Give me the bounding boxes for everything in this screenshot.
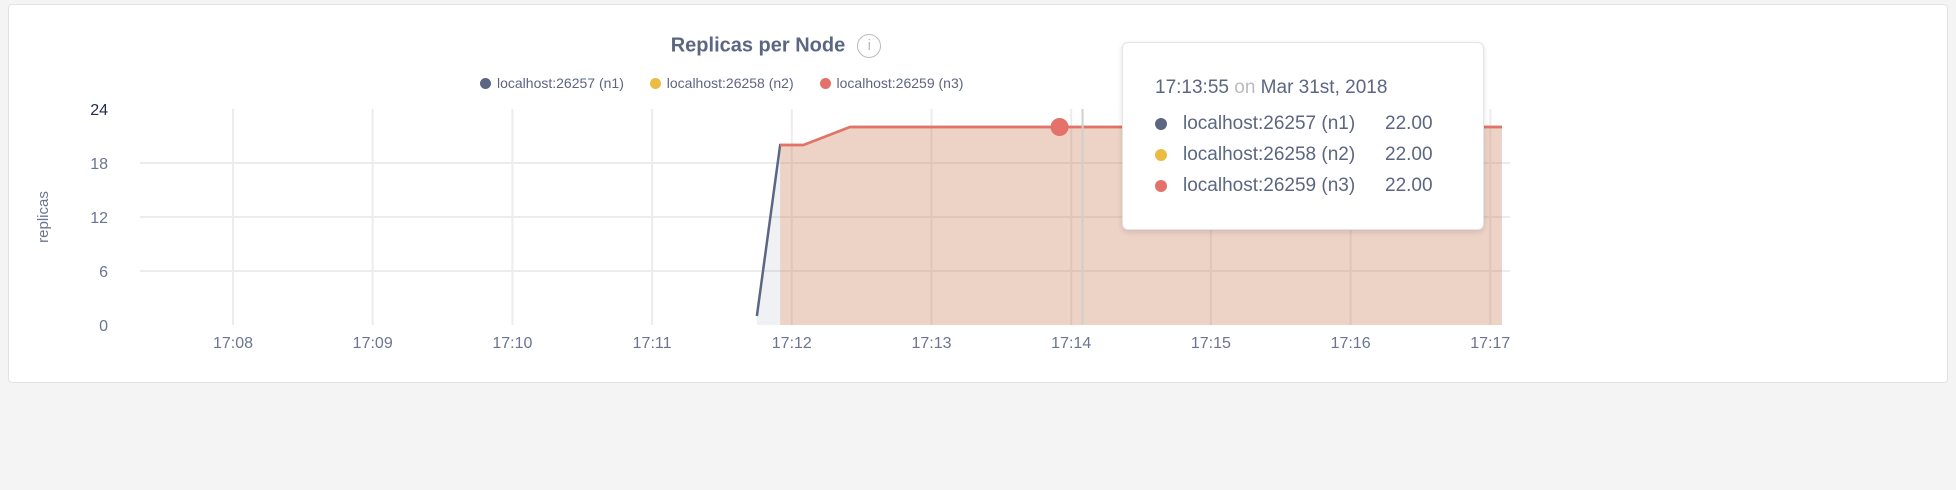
hover-point bbox=[1050, 118, 1069, 136]
x-tick-label: 17:17 bbox=[1470, 335, 1510, 352]
legend-dot bbox=[819, 78, 831, 89]
y-axis-label: replicas bbox=[35, 191, 52, 243]
y-tick-label: 18 bbox=[90, 156, 108, 173]
chart-title-text: Replicas per Node bbox=[670, 34, 846, 57]
series-dot bbox=[1155, 149, 1167, 161]
series-dot bbox=[1155, 118, 1167, 130]
tooltip-time: 17:13:55 bbox=[1155, 77, 1229, 98]
x-tick-label: 17:15 bbox=[1191, 335, 1231, 352]
chart-title: Replicas per Node i bbox=[0, 34, 1552, 58]
x-tick-label: 17:13 bbox=[911, 335, 951, 352]
legend-item-n3[interactable]: localhost:26259 (n3) bbox=[819, 75, 964, 91]
x-tick-label: 17:09 bbox=[353, 335, 393, 352]
tooltip-date: Mar 31st, 2018 bbox=[1260, 77, 1388, 98]
tooltip-series: localhost:26259 (n3) bbox=[1183, 175, 1356, 196]
legend-label: localhost:26257 (n1) bbox=[497, 75, 624, 91]
hover-tooltip: 17:13:55 on Mar 31st, 2018 localhost:262… bbox=[1122, 42, 1484, 230]
x-tick-label: 17:08 bbox=[213, 335, 253, 352]
legend-label: localhost:26259 (n3) bbox=[836, 75, 964, 91]
series-dot bbox=[1155, 180, 1167, 192]
tooltip-value: 22.00 bbox=[1385, 144, 1433, 165]
x-tick-label: 17:16 bbox=[1331, 335, 1371, 352]
x-tick-label: 17:12 bbox=[772, 335, 812, 352]
legend-label: localhost:26258 (n2) bbox=[666, 75, 794, 91]
tooltip-on: on bbox=[1234, 77, 1256, 98]
tooltip-series: localhost:26257 (n1) bbox=[1183, 113, 1356, 134]
legend-item-n2[interactable]: localhost:26258 (n2) bbox=[649, 75, 794, 91]
y-tick-label: 6 bbox=[99, 264, 108, 281]
tooltip-row: localhost:26259 (n3) bbox=[1155, 175, 1355, 197]
legend: localhost:26257 (n1) localhost:26258 (n2… bbox=[480, 75, 985, 91]
tooltip-header: 17:13:55 on Mar 31st, 2018 bbox=[1155, 77, 1387, 99]
tooltip-series: localhost:26258 (n2) bbox=[1183, 144, 1356, 165]
y-tick-label: 24 bbox=[90, 102, 108, 119]
tooltip-row: localhost:26258 (n2) bbox=[1155, 144, 1355, 166]
tooltip-value: 22.00 bbox=[1385, 113, 1433, 134]
y-tick-label: 0 bbox=[99, 318, 108, 335]
tooltip-row: localhost:26257 (n1) bbox=[1155, 113, 1355, 135]
y-tick-label: 12 bbox=[90, 210, 108, 227]
legend-dot bbox=[480, 78, 491, 89]
x-tick-label: 17:10 bbox=[492, 335, 532, 352]
info-circle-icon[interactable]: i bbox=[857, 34, 882, 58]
x-tick-label: 17:14 bbox=[1051, 335, 1091, 352]
x-tick-label: 17:11 bbox=[633, 335, 672, 352]
tooltip-value: 22.00 bbox=[1385, 175, 1433, 196]
chart-card bbox=[8, 4, 1948, 383]
legend-dot bbox=[649, 78, 661, 89]
legend-item-n1[interactable]: localhost:26257 (n1) bbox=[480, 75, 624, 91]
